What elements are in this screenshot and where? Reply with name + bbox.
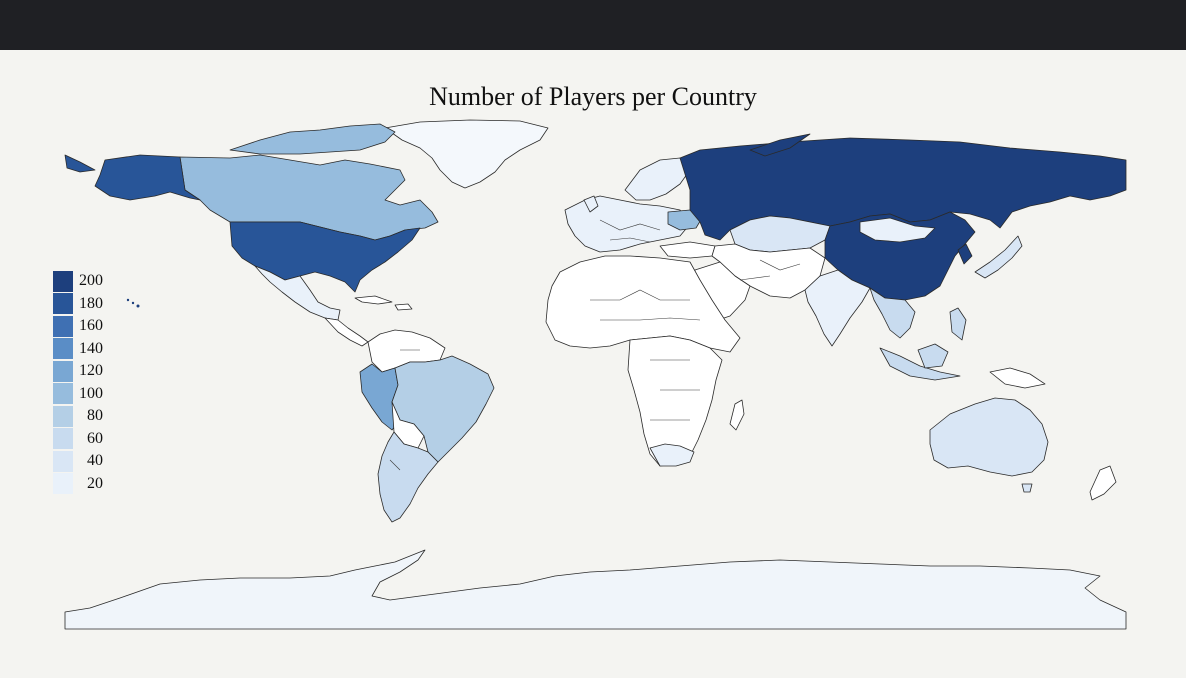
tasmania [1021,483,1033,493]
turkey [659,241,716,259]
legend-item: 180 [53,293,103,316]
india [804,269,871,347]
new-zealand [1089,465,1117,501]
legend-swatch [53,293,73,315]
mongolia [859,217,936,243]
legend-swatch [53,360,73,382]
legend-swatch [53,428,73,450]
scandinavia [624,157,691,201]
alaska-tip [64,154,96,173]
legend-swatch [53,338,73,360]
cuba [354,295,393,305]
legend-swatch [53,473,73,495]
canada-islands [229,123,396,155]
legend-item: 120 [53,360,103,383]
europe-west [564,195,691,253]
central-america [324,317,369,347]
legend-label: 80 [87,407,103,425]
new-guinea [989,367,1046,389]
legend-item: 160 [53,315,103,338]
south-africa [649,443,695,467]
argentina [377,431,439,523]
uk [583,195,599,213]
legend-swatch [53,315,73,337]
legend-label: 100 [79,384,103,402]
legend-item: 20 [53,473,103,496]
legend-item: 100 [53,383,103,406]
legend-label: 140 [79,339,103,357]
legend-label: 60 [87,429,103,447]
russia-islands [749,133,811,157]
korea [957,243,973,265]
central-asia [711,243,826,299]
indonesia [879,347,961,381]
legend-item: 60 [53,428,103,451]
greenland [384,119,549,189]
map-title: Number of Players per Country [429,82,757,111]
legend-swatch [53,405,73,427]
legend-label: 160 [79,317,103,335]
legend-item: 200 [53,270,103,293]
hawaii [126,298,130,302]
australia [929,397,1049,477]
southeast-asia [869,287,916,339]
color-legend: 200 180 160 140 120 100 80 60 40 20 [53,270,103,495]
legend-label: 200 [79,272,103,290]
legend-swatch [53,450,73,472]
mexico [254,265,341,321]
africa-south [627,335,723,467]
alaska [94,154,201,201]
philippines [949,307,967,341]
borneo [917,343,949,369]
japan [974,235,1023,279]
top-bar [0,0,1186,50]
antarctica [64,549,1127,630]
legend-swatch [53,383,73,405]
legend-label: 40 [87,452,103,470]
legend-item: 140 [53,338,103,361]
legend-label: 120 [79,362,103,380]
hispaniola [394,303,413,311]
legend-label: 20 [87,474,103,492]
madagascar [729,399,745,431]
legend-label: 180 [79,294,103,312]
legend-swatch [53,270,73,292]
legend-item: 40 [53,450,103,473]
legend-item: 80 [53,405,103,428]
